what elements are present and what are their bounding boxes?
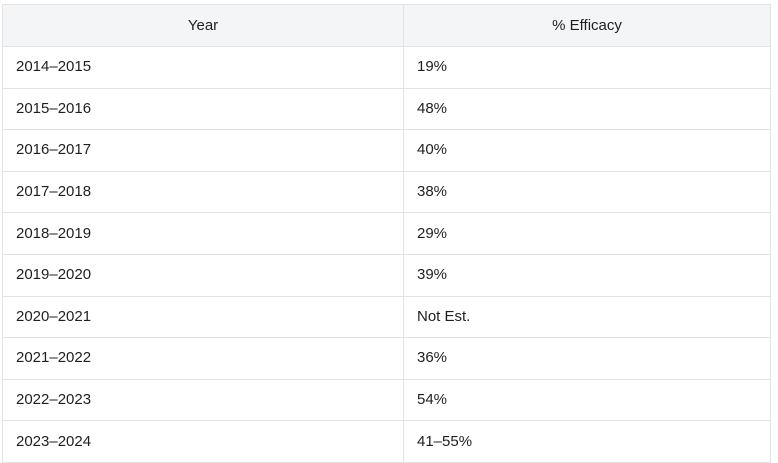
table-row: 2016–2017 40% [2,129,771,172]
cell-year: 2022–2023 [2,378,404,422]
cell-efficacy: 48% [403,87,771,131]
cell-year: 2017–2018 [2,170,404,214]
cell-year: 2014–2015 [2,46,404,89]
cell-year: 2021–2022 [2,337,404,380]
table-header: Year % Efficacy [2,4,771,47]
header-efficacy: % Efficacy [403,4,771,47]
cell-efficacy: 41–55% [403,420,771,463]
cell-efficacy: Not Est. [403,295,771,339]
table-row: 2018–2019 29% [2,212,771,255]
table-row: 2015–2016 48% [2,87,771,131]
cell-efficacy: 39% [403,253,771,297]
table-row: 2022–2023 54% [2,378,771,422]
cell-year: 2020–2021 [2,295,404,339]
cell-efficacy: 36% [403,337,771,380]
cell-efficacy: 54% [403,378,771,422]
table-row: 2023–2024 41–55% [2,420,771,463]
cell-efficacy: 40% [403,129,771,172]
efficacy-table-container: Year % Efficacy 2014–2015 19% 2015–2016 … [2,4,771,463]
table-row: 2017–2018 38% [2,170,771,214]
cell-year: 2016–2017 [2,129,404,172]
cell-year: 2019–2020 [2,253,404,297]
table-row: 2020–2021 Not Est. [2,295,771,339]
header-row: Year % Efficacy [2,4,771,47]
cell-year: 2023–2024 [2,420,404,463]
table-row: 2014–2015 19% [2,46,771,89]
table-body: 2014–2015 19% 2015–2016 48% 2016–2017 40… [2,46,771,463]
cell-efficacy: 29% [403,212,771,255]
table-row: 2019–2020 39% [2,253,771,297]
efficacy-table: Year % Efficacy 2014–2015 19% 2015–2016 … [2,4,771,463]
table-row: 2021–2022 36% [2,337,771,380]
cell-year: 2015–2016 [2,87,404,131]
header-year: Year [2,4,404,47]
cell-year: 2018–2019 [2,212,404,255]
cell-efficacy: 38% [403,170,771,214]
cell-efficacy: 19% [403,46,771,89]
